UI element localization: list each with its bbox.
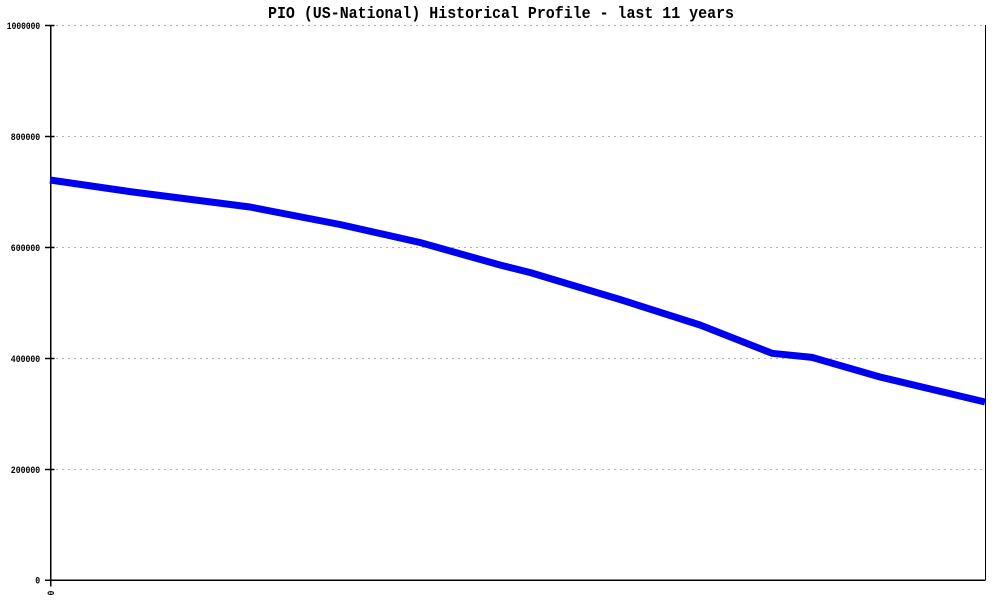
svg-text:0: 0 xyxy=(35,577,40,588)
svg-text:PIO (US-National) Historical P: PIO (US-National) Historical Profile - l… xyxy=(268,5,734,24)
svg-text:400000: 400000 xyxy=(11,355,40,366)
svg-text:200000: 200000 xyxy=(11,466,40,477)
svg-text:600000: 600000 xyxy=(11,244,40,255)
svg-text:1000000: 1000000 xyxy=(7,22,40,33)
svg-text:0: 0 xyxy=(47,591,58,596)
svg-text:800000: 800000 xyxy=(11,133,40,144)
